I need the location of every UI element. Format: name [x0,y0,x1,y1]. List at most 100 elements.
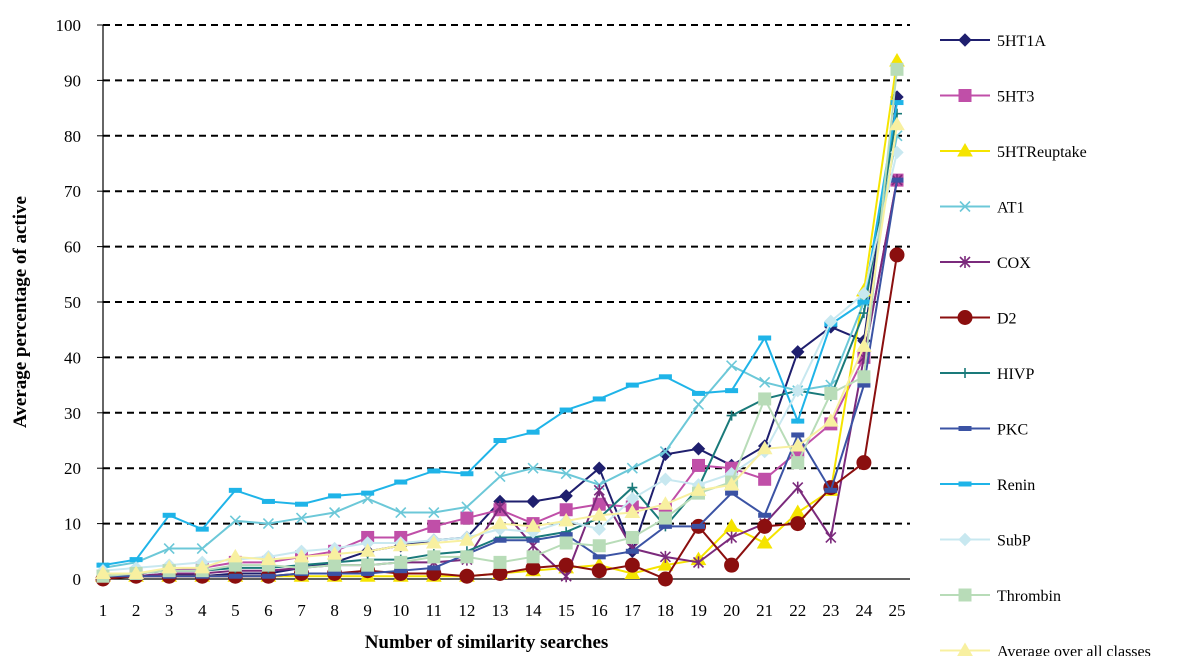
legend-marker-2 [957,143,973,157]
legend-item-1: 5HT3 [940,89,1034,106]
data-point-7-22 [824,487,838,493]
data-point-8-24 [890,100,904,106]
data-point-3-17 [659,446,671,458]
legend-item-7: PKC [940,422,1028,439]
data-point-5-24 [889,247,905,263]
x-tick-label-24: 24 [855,601,873,620]
data-point-0-14 [559,489,573,503]
data-point-8-16 [625,382,639,388]
legend-marker-1 [958,89,972,102]
legend-item-3: AT1 [940,200,1025,217]
data-point-10-23 [857,370,871,384]
legend-marker-4 [959,256,971,268]
data-point-11-23 [856,338,872,352]
data-point-1-10 [427,519,441,533]
x-tick-label-8: 8 [330,601,339,620]
data-point-8-19 [725,388,739,394]
data-point-8-7 [328,493,342,499]
data-point-3-7 [329,506,341,519]
legend-label-6: HIVP [997,366,1034,383]
data-point-11-22 [822,413,839,427]
data-point-8-21 [791,418,805,424]
data-point-3-10 [428,506,440,519]
data-point-1-20 [758,472,772,486]
data-point-9-21 [791,383,805,398]
data-point-10-22 [824,386,838,400]
y-tick-label-90: 90 [64,71,81,90]
y-tick-label-60: 60 [64,238,81,257]
data-point-8-9 [394,479,408,485]
series-11 [95,116,905,579]
x-tick-label-1: 1 [99,601,108,620]
data-point-10-12 [493,555,507,569]
legend-label-8: Renin [997,477,1035,494]
data-point-5-23 [856,455,872,471]
legend-label-7: PKC [997,422,1028,439]
data-point-11-16 [624,504,641,519]
data-point-7-12 [493,537,507,543]
data-point-10-15 [592,539,606,553]
legend-marker-9 [958,532,972,547]
data-point-9-22 [824,314,838,329]
legend-item-11: Average over all classes [940,642,1151,661]
data-point-8-5 [261,498,275,504]
data-point-7-18 [692,523,705,529]
data-point-9-23 [857,286,871,301]
legend: 5HT1A 5HT3 5HTReuptake AT1 COX D2 HIVP PKC Renin… [940,33,1151,661]
x-tick-label-25: 25 [889,601,906,620]
data-point-7-5 [261,573,275,579]
data-point-5-15 [591,563,607,579]
data-point-8-4 [228,487,242,493]
legend-item-8: Renin [940,477,1035,494]
series-5 [95,247,905,587]
legend-label-0: 5HT1A [997,33,1046,50]
legend-marker-3 [959,200,971,213]
data-point-3-3 [196,542,208,555]
legend-item-9: SubP [940,533,1031,550]
data-point-7-24 [890,177,904,183]
legend-item-5: D2 [940,310,1017,328]
data-point-9-15 [592,522,606,536]
data-point-0-18 [691,442,706,456]
legend-marker-6 [960,368,970,378]
data-point-8-15 [592,396,606,402]
legend-marker-7 [958,426,972,431]
data-point-10-13 [526,550,540,564]
data-point-11-9 [392,537,409,552]
data-point-3-13 [527,462,539,474]
data-point-10-7 [328,558,342,572]
data-point-1-18 [692,458,705,472]
data-point-10-14 [559,536,573,550]
x-tick-label-16: 16 [591,601,608,620]
y-tick-label-0: 0 [73,570,82,589]
y-tick-label-10: 10 [64,515,81,534]
data-point-5-20 [757,518,773,534]
legend-label-4: COX [997,255,1031,272]
x-tick-label-9: 9 [363,601,372,620]
data-point-11-10 [425,534,442,549]
data-point-0-13 [526,494,540,509]
data-point-7-17 [658,523,672,529]
data-point-7-21 [791,432,805,438]
data-point-4-12 [494,500,506,513]
x-tick-label-10: 10 [392,601,409,620]
legend-marker-0 [958,33,972,47]
data-point-4-21 [792,481,804,494]
data-point-11-20 [756,440,773,455]
y-tick-label-20: 20 [64,459,81,478]
data-point-2-20 [756,534,773,549]
data-point-9-17 [658,472,673,486]
data-point-7-19 [725,490,739,496]
data-point-10-10 [427,550,441,564]
data-point-3-12 [494,470,506,483]
data-point-8-6 [295,501,308,507]
x-tick-label-11: 11 [426,601,442,620]
data-point-10-21 [791,456,805,470]
data-point-7-15 [592,554,606,560]
x-tick-label-21: 21 [756,601,773,620]
data-point-8-14 [559,407,573,413]
data-point-7-9 [394,568,408,574]
data-point-5-16 [624,557,640,573]
